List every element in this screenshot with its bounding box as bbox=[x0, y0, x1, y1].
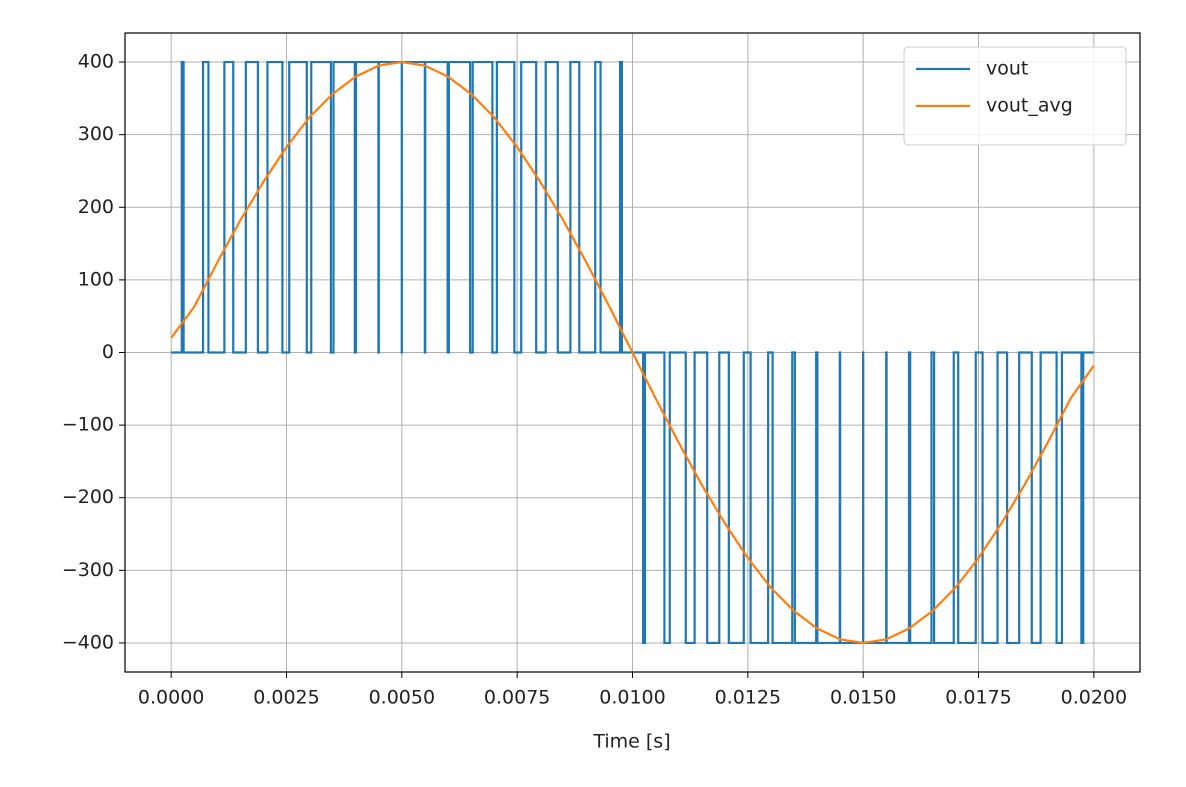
legend-box bbox=[903, 46, 1127, 146]
y-tick-label: −400 bbox=[62, 631, 114, 653]
y-tick-label: 400 bbox=[78, 51, 114, 73]
y-tick-label: 300 bbox=[78, 123, 114, 145]
y-tick-label: 0 bbox=[102, 341, 114, 363]
x-tick-label: 0.0175 bbox=[945, 687, 1011, 709]
x-tick-label: 0.0100 bbox=[599, 687, 665, 709]
series-line bbox=[170, 60, 1095, 645]
y-tick-label: 200 bbox=[78, 196, 114, 218]
y-tick-label: −200 bbox=[62, 486, 114, 508]
x-tick-label: 0.0050 bbox=[369, 687, 435, 709]
x-tick-label: 0.0000 bbox=[138, 687, 204, 709]
y-tick-label: −300 bbox=[62, 559, 114, 581]
y-tick-label: 100 bbox=[78, 268, 114, 290]
x-axis-label: Time [s] bbox=[592, 731, 670, 753]
y-tick-label: −100 bbox=[62, 414, 114, 436]
x-tick-label: 0.0025 bbox=[253, 687, 319, 709]
x-tick-label: 0.0150 bbox=[830, 687, 896, 709]
legend-label: vout bbox=[986, 58, 1028, 80]
x-tick-label: 0.0125 bbox=[715, 687, 781, 709]
plot-frame bbox=[124, 32, 1141, 673]
x-tick-label: 0.0075 bbox=[484, 687, 550, 709]
x-tick-label: 0.0200 bbox=[1061, 687, 1127, 709]
legend-label: vout_avg bbox=[986, 95, 1073, 117]
legend: vout vout_avg bbox=[903, 46, 1127, 146]
